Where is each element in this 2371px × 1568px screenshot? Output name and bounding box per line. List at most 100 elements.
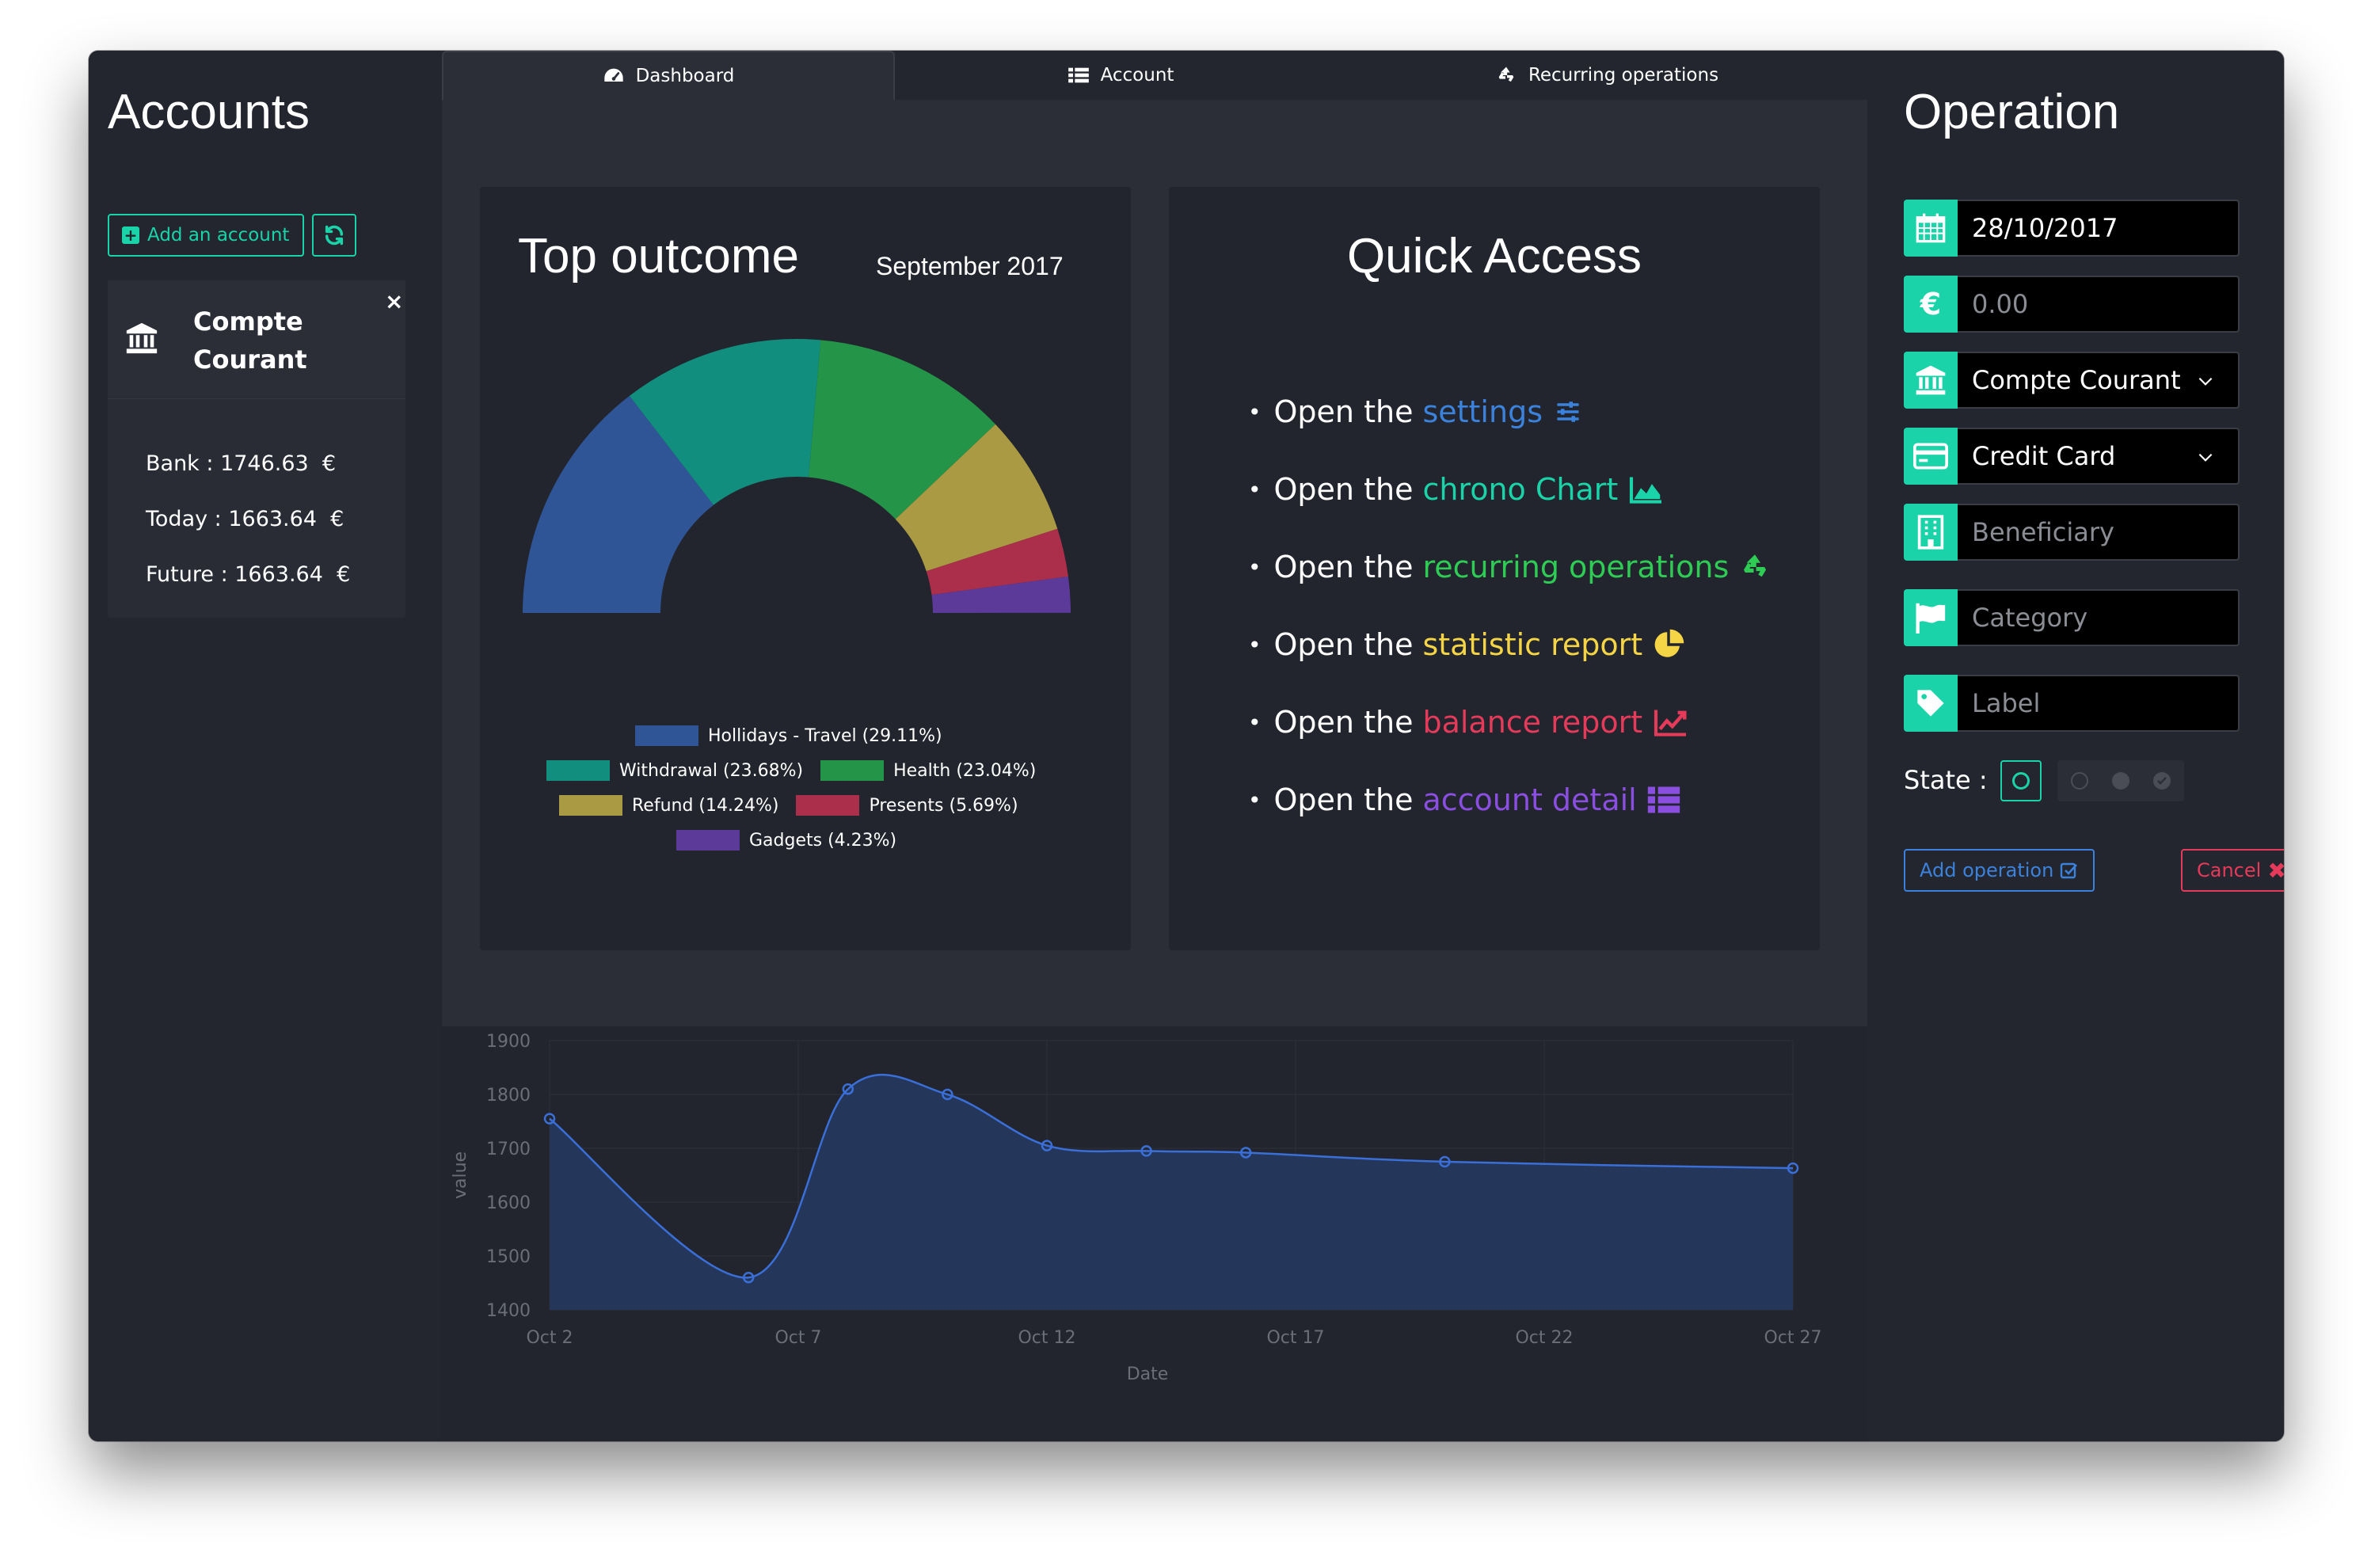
date-input[interactable]: 28/10/2017	[1958, 200, 2240, 257]
state-option-pending[interactable]	[2059, 760, 2100, 801]
category-addon	[1904, 589, 1958, 646]
chrono-chart: 1900 1800 1700 1600 1500 1400 Oct 2 Oct 7 Oct 12…	[442, 1026, 1867, 1441]
legend-label: Hollidays - Travel (29.11%)	[708, 725, 942, 746]
chevron-down-icon	[2198, 377, 2213, 386]
y-tick-label: 1800	[486, 1086, 531, 1106]
x-tick-label: Oct 2	[526, 1328, 573, 1348]
quick-access-statistic-report[interactable]: • Open the statistic report	[1248, 627, 1685, 662]
chevron-down-icon	[2198, 453, 2213, 462]
y-tick-label: 1600	[486, 1193, 531, 1213]
state-option-validated[interactable]	[2141, 760, 2183, 801]
accounts-title: Accounts	[108, 85, 310, 139]
top-outcome-half-donut-chart	[523, 339, 1071, 613]
account-card[interactable]: Compte Courant × Bank : 1746.63 € Today …	[108, 280, 405, 618]
quick-access-balance-report[interactable]: • Open the balance report	[1248, 705, 1690, 740]
legend-swatch	[546, 760, 610, 781]
legend-label: Presents (5.69%)	[869, 795, 1018, 816]
account-select-value: Compte Courant	[1972, 365, 2181, 395]
x-tick-label: Oct 17	[1266, 1328, 1324, 1348]
top-outcome-title: Top outcome	[518, 229, 799, 284]
data-point	[842, 1083, 854, 1095]
label-input[interactable]: Label	[1958, 675, 2240, 732]
quick-access-account-detail[interactable]: • Open the account detail	[1248, 782, 1681, 817]
data-point	[1787, 1162, 1799, 1174]
category-input[interactable]: Category	[1958, 589, 2240, 646]
date-field[interactable]: 28/10/2017	[1904, 200, 2240, 257]
accounts-sidebar: Accounts + Add an account Compte Courant	[89, 51, 442, 1441]
quick-access-recurring-operations[interactable]: • Open the recurring operations	[1248, 550, 1772, 584]
account-select[interactable]: Compte Courant	[1958, 352, 2240, 409]
payment-method-select[interactable]: Credit Card	[1958, 428, 2240, 485]
bank-balance-value: Bank : 1746.63	[146, 451, 309, 476]
credit-card-icon	[1913, 443, 1948, 470]
dashboard-content: Top outcome September 2017 Hollidays - T…	[442, 100, 1867, 1075]
quick-access-chrono-chart[interactable]: • Open the chrono Chart	[1248, 472, 1665, 507]
tab-dashboard-label: Dashboard	[635, 66, 735, 86]
tab-recurring-operations[interactable]: Recurring operations	[1346, 51, 1867, 100]
quick-access-settings[interactable]: • Open the settings	[1248, 394, 1584, 429]
state-option-active[interactable]	[2000, 760, 2042, 801]
amount-input[interactable]: 0.00	[1958, 276, 2240, 333]
statistic-report-link[interactable]: statistic report	[1422, 627, 1643, 662]
donut-slice	[629, 339, 821, 505]
x-axis-label: Date	[1127, 1364, 1169, 1384]
account-select-field[interactable]: Compte Courant	[1904, 352, 2240, 409]
data-point	[543, 1113, 556, 1125]
label-field[interactable]: Label	[1904, 675, 2240, 732]
balance-report-link[interactable]: balance report	[1422, 705, 1643, 740]
delete-account-button[interactable]: ×	[385, 288, 404, 314]
future-balance: Future : 1663.64 €	[146, 562, 350, 587]
legend-swatch	[796, 795, 860, 816]
payment-method-field[interactable]: Credit Card	[1904, 428, 2240, 485]
amount-field[interactable]: € 0.00	[1904, 276, 2240, 333]
settings-link[interactable]: settings	[1422, 394, 1543, 429]
quick-access-panel: Quick Access • Open the settings • Open th…	[1169, 187, 1820, 950]
y-tick-label: 1700	[486, 1140, 531, 1159]
top-outcome-panel: Top outcome September 2017 Hollidays - T…	[480, 187, 1131, 950]
donut-slice	[926, 528, 1068, 596]
tab-account-label: Account	[1100, 65, 1174, 86]
quick-access-title: Quick Access	[1346, 229, 1642, 284]
beneficiary-input[interactable]: Beneficiary	[1958, 504, 2240, 561]
calendar-icon	[1916, 213, 1946, 243]
category-field[interactable]: Category	[1904, 589, 2240, 646]
state-option-reconciled[interactable]	[2100, 760, 2141, 801]
tab-dashboard[interactable]: Dashboard	[442, 51, 895, 100]
qa-prefix: Open the	[1273, 782, 1414, 817]
currency-symbol: €	[337, 562, 351, 587]
donut-slice	[523, 395, 714, 613]
list-icon	[1647, 786, 1680, 813]
check-square-icon	[2061, 862, 2078, 879]
area-chart-icon	[1630, 477, 1662, 504]
add-operation-button[interactable]: Add operation	[1904, 849, 2095, 892]
legend-label: Gadgets (4.23%)	[749, 830, 897, 851]
account-detail-link[interactable]: account detail	[1422, 782, 1637, 817]
x-tick-label: Oct 27	[1764, 1328, 1821, 1348]
legend-swatch	[820, 760, 885, 781]
legend-item: Withdrawal (23.68%) Health (23.04%)	[546, 760, 1036, 781]
legend-swatch	[635, 725, 698, 746]
chrono-chart-link[interactable]: chrono Chart	[1422, 472, 1619, 507]
refresh-icon	[325, 225, 344, 245]
legend-label: Refund (14.24%)	[632, 795, 779, 816]
x-tick-label: Oct 7	[774, 1328, 821, 1348]
bullet: •	[1248, 398, 1262, 425]
recurring-operations-link[interactable]: recurring operations	[1422, 550, 1730, 584]
bank-icon	[1916, 365, 1946, 395]
state-label: State :	[1904, 765, 1988, 795]
data-point	[942, 1088, 953, 1101]
data-point	[742, 1271, 755, 1284]
beneficiary-field[interactable]: Beneficiary	[1904, 504, 2240, 561]
dashboard-icon	[603, 68, 623, 82]
qa-prefix: Open the	[1273, 705, 1414, 740]
add-account-button[interactable]: + Add an account	[108, 214, 304, 257]
add-account-label: Add an account	[147, 225, 290, 245]
pie-chart-icon	[1654, 629, 1684, 657]
date-addon	[1904, 200, 1958, 257]
cancel-label: Cancel	[2197, 859, 2262, 881]
refresh-button[interactable]	[312, 214, 356, 257]
operation-title: Operation	[1904, 85, 2120, 139]
cancel-button[interactable]: Cancel ✖	[2181, 849, 2284, 892]
tab-account[interactable]: Account	[895, 51, 1346, 100]
close-icon: ✖	[2267, 857, 2284, 884]
